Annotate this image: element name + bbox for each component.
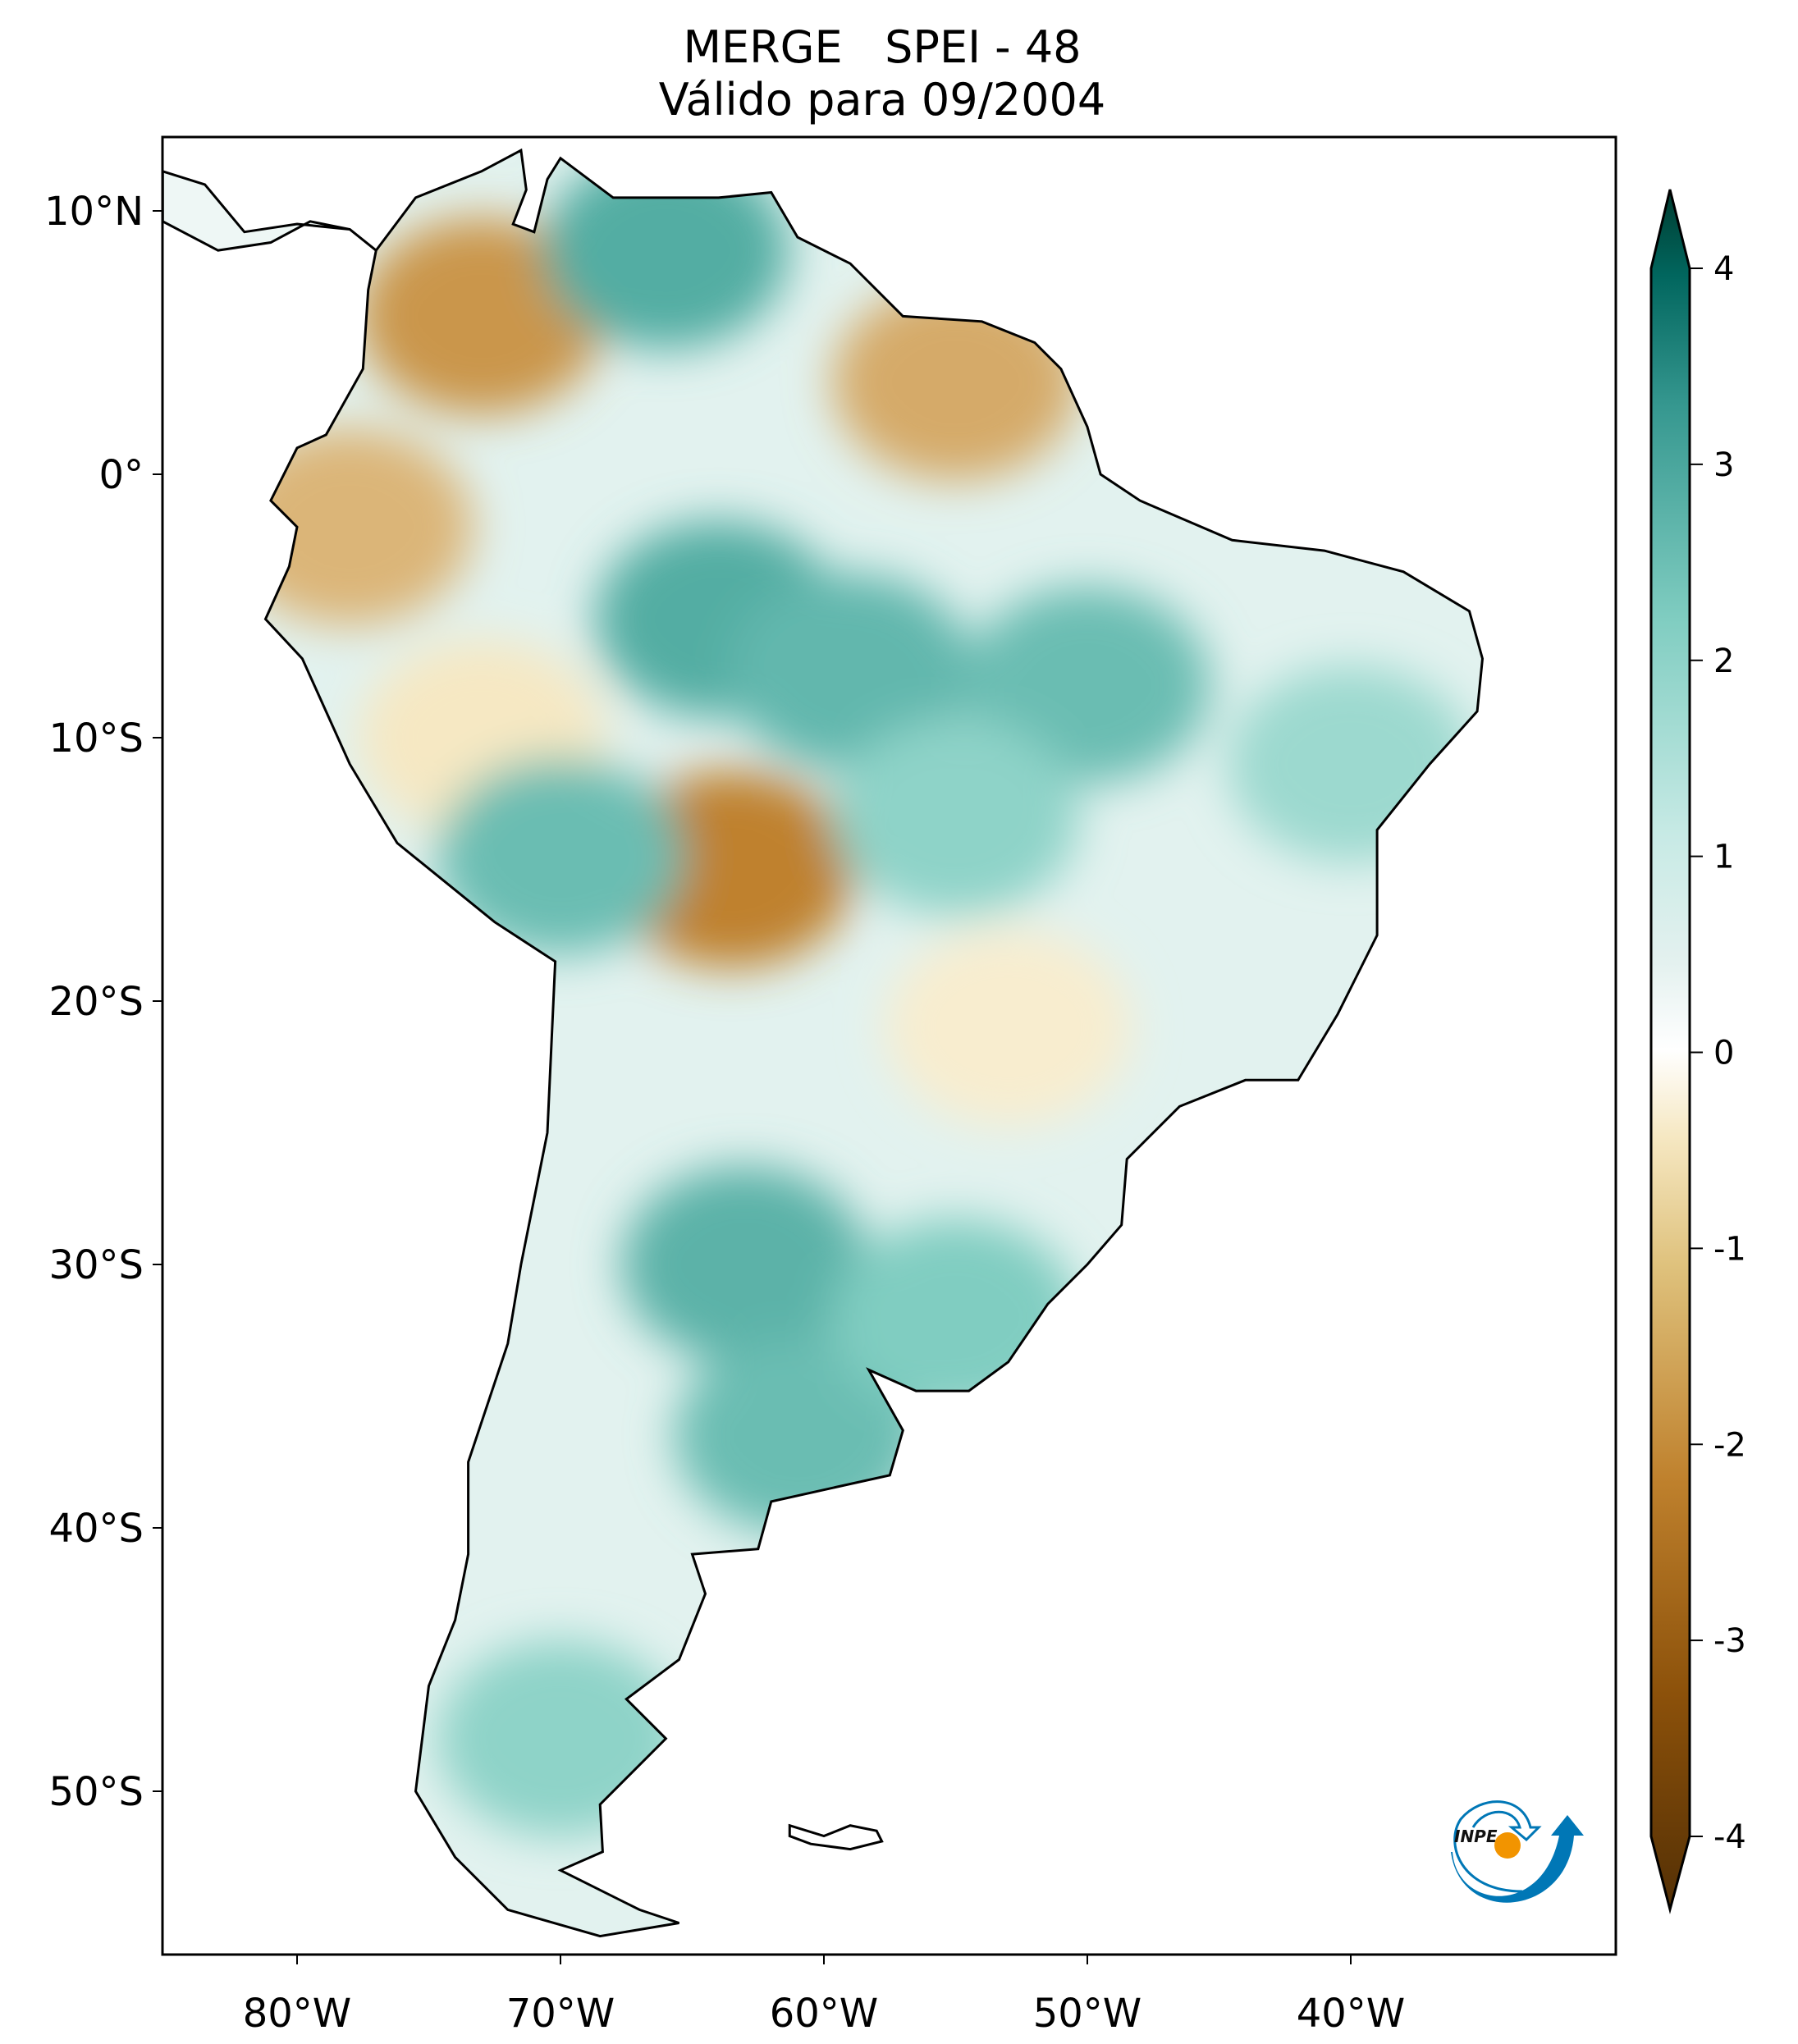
title-line-2: Válido para 09/2004	[659, 74, 1105, 126]
colorbar-tick-label: 2	[1713, 642, 1734, 680]
colorbar-tick-label: 4	[1713, 250, 1734, 288]
colorbar-tick-label: 1	[1713, 839, 1734, 876]
title-line-1: MERGE SPEI - 48	[683, 21, 1081, 73]
anomaly-region	[542, 152, 789, 350]
anomaly-region	[437, 757, 684, 955]
colorbar-tick-label: -2	[1713, 1426, 1746, 1464]
colorbar-tick-label: -3	[1713, 1622, 1746, 1660]
colorbar-tick-label: -4	[1713, 1818, 1746, 1856]
colorbar-tick-label: 0	[1713, 1035, 1734, 1072]
x-tick-label: 70°W	[506, 1991, 615, 2037]
x-tick-label: 80°W	[243, 1991, 352, 2037]
colorbar-tick-label: -1	[1713, 1230, 1746, 1268]
anomaly-region	[727, 573, 974, 771]
longitude-axis: 80°W 70°W 60°W 50°W 40°W	[243, 1955, 1406, 2037]
x-tick-label: 50°W	[1033, 1991, 1142, 2037]
map-area: INPE 80°W 70°W 60°W 50°W 40°W 10°N 0° 10°S 20°S…	[44, 135, 1617, 2037]
y-tick-label: 0°	[98, 452, 144, 498]
x-tick-label: 40°W	[1297, 1991, 1406, 2037]
inpe-logo: INPE	[1451, 1800, 1584, 1903]
y-tick-label: 50°S	[48, 1769, 144, 1815]
colorbar: 4 3 2 1 0 -1 -2 -3 -4	[1649, 189, 1746, 1914]
map-frame	[161, 135, 1617, 1956]
x-tick-label: 60°W	[770, 1991, 879, 2037]
anomaly-region	[832, 718, 1079, 916]
anomaly-region	[265, 428, 474, 626]
anomaly-region	[621, 1166, 868, 1363]
colorbar-body	[1649, 189, 1691, 1914]
y-tick-label: 20°S	[48, 979, 144, 1025]
y-tick-label: 10°S	[48, 716, 144, 761]
y-tick-label: 10°N	[44, 189, 144, 235]
anomaly-region	[885, 929, 1132, 1127]
anomaly-region	[964, 586, 1210, 784]
anomaly-region	[358, 217, 605, 415]
falkland-islands	[788, 1823, 884, 1851]
y-tick-label: 40°S	[48, 1506, 144, 1552]
inpe-logo-text: INPE	[1454, 1827, 1498, 1846]
colorbar-tick-label: 3	[1713, 446, 1734, 484]
coastline	[263, 148, 1485, 1938]
y-tick-label: 30°S	[48, 1242, 144, 1288]
latitude-axis: 10°N 0° 10°S 20°S 30°S 40°S 50°S	[44, 189, 162, 1815]
